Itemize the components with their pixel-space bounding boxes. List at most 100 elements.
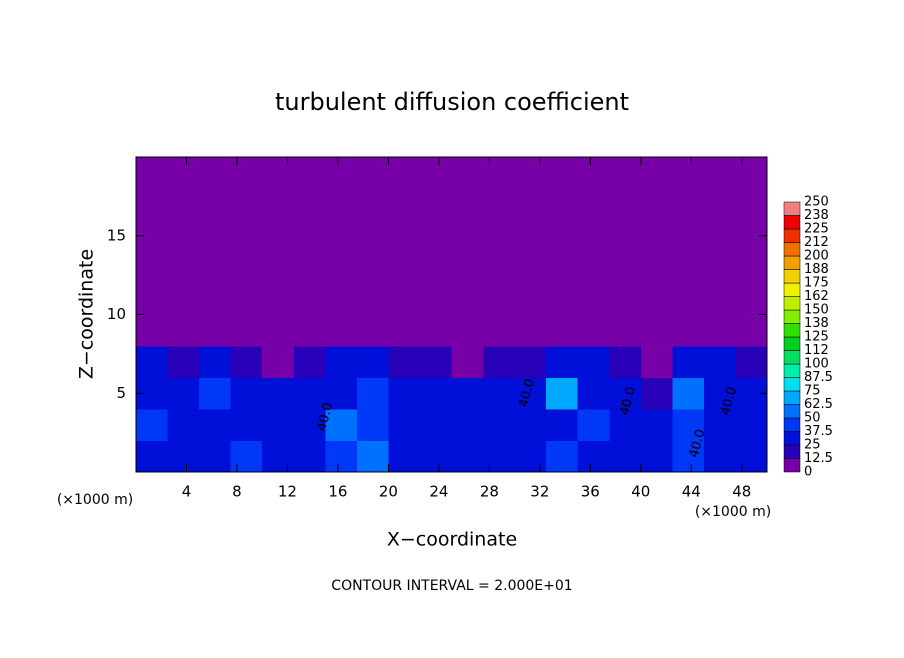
cell [230,440,263,473]
colorbar-swatch [783,444,801,459]
cell [672,346,705,378]
cell [703,377,736,410]
cell [388,409,421,441]
cell [514,157,547,347]
y-axis-title: Z−coordinate [76,249,98,379]
cell [167,377,200,410]
cell [325,346,358,378]
chart-title: turbulent diffusion coefficient [275,88,629,116]
colorbar-swatch [783,377,801,392]
cell [262,346,295,378]
x-tick-label: 20 [379,483,398,501]
colorbar-swatch [783,336,801,351]
cell [419,377,452,410]
cell [577,346,610,378]
colorbar-label: 238 [804,208,829,223]
cell [703,440,736,473]
x-unit: (×1000 m) [695,504,771,520]
cell [672,157,705,347]
cell [136,346,169,378]
cell [451,157,484,347]
colorbar-swatch [783,363,801,378]
colorbar-label: 200 [804,249,829,264]
cell [735,157,768,347]
colorbar-label: 12.5 [804,451,833,466]
cell [419,409,452,441]
cell [230,409,263,441]
colorbar-label: 138 [804,316,829,331]
cell [419,157,452,347]
cell [609,346,642,378]
cell [293,346,326,378]
colorbar-label: 0 [804,465,812,480]
cell [356,409,389,441]
colorbar-swatch [783,390,801,405]
cell [136,409,169,441]
colorbar-label: 75 [804,384,821,399]
cell [199,346,232,378]
cell [451,377,484,410]
cell [514,377,547,410]
cell [735,346,768,378]
x-tick-label: 28 [480,483,499,501]
cell [167,346,200,378]
contour-label: 40.0 [314,401,336,433]
cell [388,346,421,378]
y-tick-label: 15 [107,226,126,244]
cell [419,346,452,378]
colorbar-label: 87.5 [804,370,833,385]
colorbar-swatch [783,269,801,284]
colorbar-swatch [783,323,801,338]
cell [735,409,768,441]
cell [703,157,736,347]
colorbar-swatch [783,228,801,243]
cell [546,409,579,441]
cell [199,440,232,473]
cell [293,440,326,473]
cell [640,377,673,410]
cell [262,409,295,441]
colorbar-label: 250 [804,195,829,210]
x-tick-label: 36 [581,483,600,501]
colorbar-label: 150 [804,303,829,318]
colorbar-label: 112 [804,343,829,358]
colorbar-label: 50 [804,411,821,426]
cell [514,440,547,473]
colorbar-swatch [783,282,801,297]
cell [577,409,610,441]
contour-label: 40.0 [617,385,639,417]
colorbar-swatch [783,417,801,432]
x-tick-label: 40 [631,483,650,501]
cell [199,377,232,410]
cell [672,377,705,410]
cell [325,377,358,410]
colorbar-label: 175 [804,276,829,291]
x-tick-label: 4 [182,483,192,501]
cell [514,346,547,378]
cell [609,377,642,410]
x-tick-label: 8 [232,483,242,501]
colorbar-label: 125 [804,330,829,345]
colorbar-swatch [783,431,801,446]
cell [483,377,516,410]
cell [262,157,295,347]
cell [672,409,705,441]
cell [167,409,200,441]
cell [388,157,421,347]
cell [230,377,263,410]
x-tick-label: 32 [530,483,549,501]
cell [546,440,579,473]
cell [230,157,263,347]
cell [640,440,673,473]
cell [356,377,389,410]
cell [577,157,610,347]
cell [483,409,516,441]
cell [230,346,263,378]
colorbar-label: 62.5 [804,397,833,412]
colorbar-label: 37.5 [804,424,833,439]
cell [356,346,389,378]
colorbar-label: 162 [804,289,829,304]
contour-label: 40.0 [687,428,709,460]
y-unit: (×1000 m) [57,492,133,508]
cell [451,409,484,441]
